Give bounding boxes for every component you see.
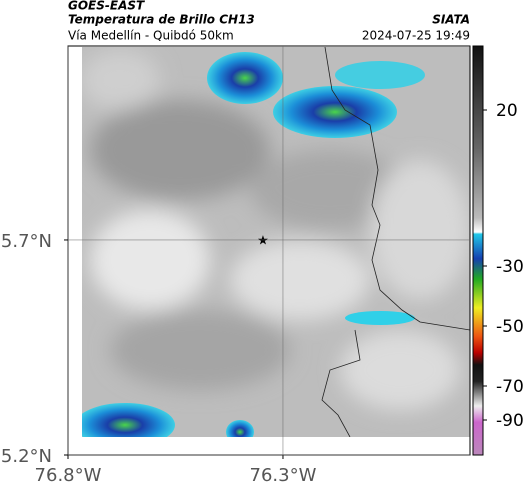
x-tick-label: 76.8°W: [35, 465, 102, 486]
header-route: Vía Medellín - Quibdó 50km: [68, 29, 234, 43]
x-tick-label: 76.3°W: [250, 465, 317, 486]
colorbar-tick-label: -90: [496, 411, 524, 431]
header-subtitle: Temperatura de Brillo CH13: [68, 13, 255, 27]
header-title: GOES-EAST: [68, 0, 145, 13]
colorbar-tick-label: -30: [496, 257, 524, 277]
satellite-image: [82, 47, 470, 437]
header-source: SIATA: [432, 13, 470, 27]
y-tick-label: 5.7°N: [1, 231, 52, 252]
header-timestamp: 2024-07-25 19:49: [362, 29, 470, 43]
colorbar-tick-label: -50: [496, 317, 524, 337]
y-tick-label: 5.2°N: [1, 446, 52, 467]
location-marker: ★: [257, 234, 269, 249]
colorbar-tick-label: 20: [496, 101, 518, 121]
colorbar: [472, 45, 484, 456]
colorbar-tick-label: -70: [496, 377, 524, 397]
